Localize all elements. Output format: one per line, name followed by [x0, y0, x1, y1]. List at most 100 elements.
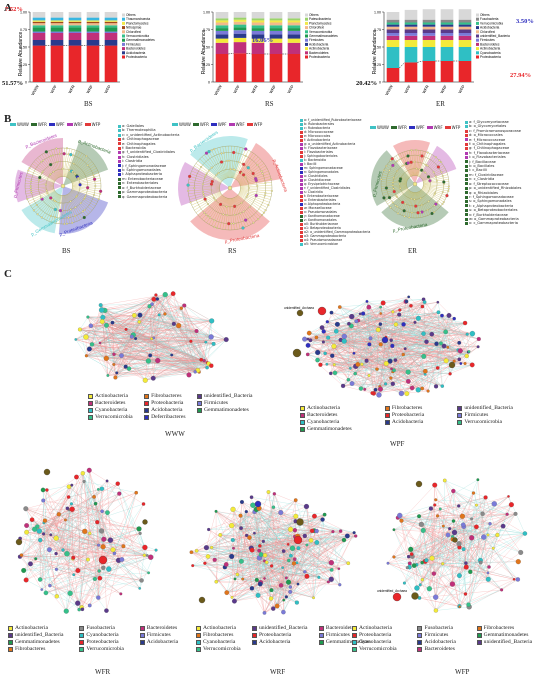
bar-segment	[287, 20, 301, 23]
bar-segment	[440, 26, 454, 30]
clade-label: a1: Betaproteobacteria	[304, 226, 341, 230]
bar-segment	[251, 30, 265, 35]
network-edge	[480, 534, 489, 561]
network-node	[485, 576, 491, 582]
bar-segment	[422, 24, 436, 27]
network-node	[92, 495, 96, 499]
network-edge	[89, 330, 197, 350]
network-legend-label: Firmicutes	[146, 632, 171, 638]
network-edge	[310, 540, 339, 569]
network-edge	[453, 490, 508, 515]
clado-legend-swatch	[30, 123, 37, 126]
network-node	[107, 537, 114, 543]
clade-node	[401, 200, 405, 204]
network-edge	[487, 534, 515, 580]
network-edge	[336, 315, 450, 332]
clade-node	[391, 163, 395, 168]
network-edge	[233, 508, 260, 549]
network-edge	[101, 305, 185, 311]
network-edge	[355, 324, 404, 374]
legend-label: Verrucomicrobia	[126, 34, 149, 38]
clade-label: l: c_Bacilli	[469, 168, 487, 173]
network-legend-label: unidentified_Bacteria	[204, 393, 253, 399]
network-edge	[387, 563, 410, 568]
bar-segment	[104, 27, 118, 32]
network-legend-swatch	[196, 625, 201, 631]
clade-branch	[211, 150, 226, 179]
clade-list-item: h: f_Flavobacteriaceae	[465, 151, 521, 155]
network-node	[420, 560, 424, 565]
network-edge	[429, 579, 489, 589]
bar-segment	[287, 25, 301, 29]
clade-list-item: i: o_Flavobacteriales	[465, 155, 521, 159]
network-node	[513, 511, 518, 516]
clade-swatch	[300, 142, 303, 146]
network-edge	[403, 354, 423, 389]
clade-label: j: f_Sphingomonadaceae	[122, 163, 167, 168]
network-edge	[101, 309, 227, 340]
network-edge	[307, 354, 351, 369]
network-node	[148, 353, 153, 358]
clade-node	[186, 183, 190, 187]
network-node	[420, 304, 425, 309]
network-edge	[173, 323, 208, 363]
clade-node	[55, 147, 58, 150]
network-edge	[366, 301, 470, 352]
network-legend-item: Actinobacteria	[300, 405, 379, 411]
network-node	[330, 353, 335, 358]
network-node	[97, 543, 101, 547]
network-node	[229, 553, 235, 560]
network-edge	[387, 563, 430, 589]
network-node	[293, 513, 299, 519]
network-node	[464, 561, 468, 565]
clade-branch	[232, 198, 241, 229]
network-edge	[251, 500, 296, 551]
network-node	[104, 608, 109, 613]
bar-segment	[215, 30, 229, 35]
network-edge	[368, 307, 396, 361]
network-edge	[159, 314, 197, 332]
network-node	[23, 506, 29, 512]
network-node	[383, 361, 389, 367]
bar-segment	[50, 17, 64, 21]
network-legend-swatch	[251, 632, 257, 638]
network-edge	[483, 533, 525, 538]
network-edge	[153, 337, 198, 371]
bar-segment	[422, 35, 436, 40]
clade-swatch	[118, 181, 121, 185]
network-edge	[101, 309, 200, 373]
clado-legend-item: WWW	[172, 122, 191, 127]
clade-branch	[236, 196, 256, 222]
network-node	[310, 528, 315, 534]
clade-branch	[404, 192, 413, 217]
network-node	[314, 528, 319, 534]
clade-node	[426, 208, 429, 211]
network-node	[207, 527, 211, 532]
clade-node	[232, 222, 235, 225]
network-node	[19, 553, 24, 557]
clade-swatch	[118, 155, 121, 159]
x-tick-label: WFR	[67, 84, 76, 94]
clade-swatch	[465, 186, 468, 190]
network-edge	[23, 559, 88, 571]
network-node	[500, 523, 506, 529]
network-edge	[340, 312, 439, 341]
network-edge	[204, 563, 261, 583]
network-edge	[58, 496, 69, 515]
network-node	[495, 532, 500, 537]
clade-node	[54, 216, 57, 219]
clade-node	[402, 209, 406, 213]
clade-list-item: i: Clostridia	[118, 159, 179, 163]
clade-label: b: Rubrobacterales	[304, 122, 335, 126]
network-edge	[231, 521, 296, 557]
network-legend-swatch	[476, 639, 482, 645]
network-edge	[468, 589, 502, 605]
bar-segment	[386, 29, 400, 33]
network-edge	[234, 568, 339, 602]
network-node	[491, 546, 495, 550]
network-edge	[82, 473, 114, 550]
network-node	[451, 488, 456, 494]
clade-swatch	[300, 230, 303, 234]
network-node	[328, 576, 334, 582]
network-node	[141, 502, 146, 506]
